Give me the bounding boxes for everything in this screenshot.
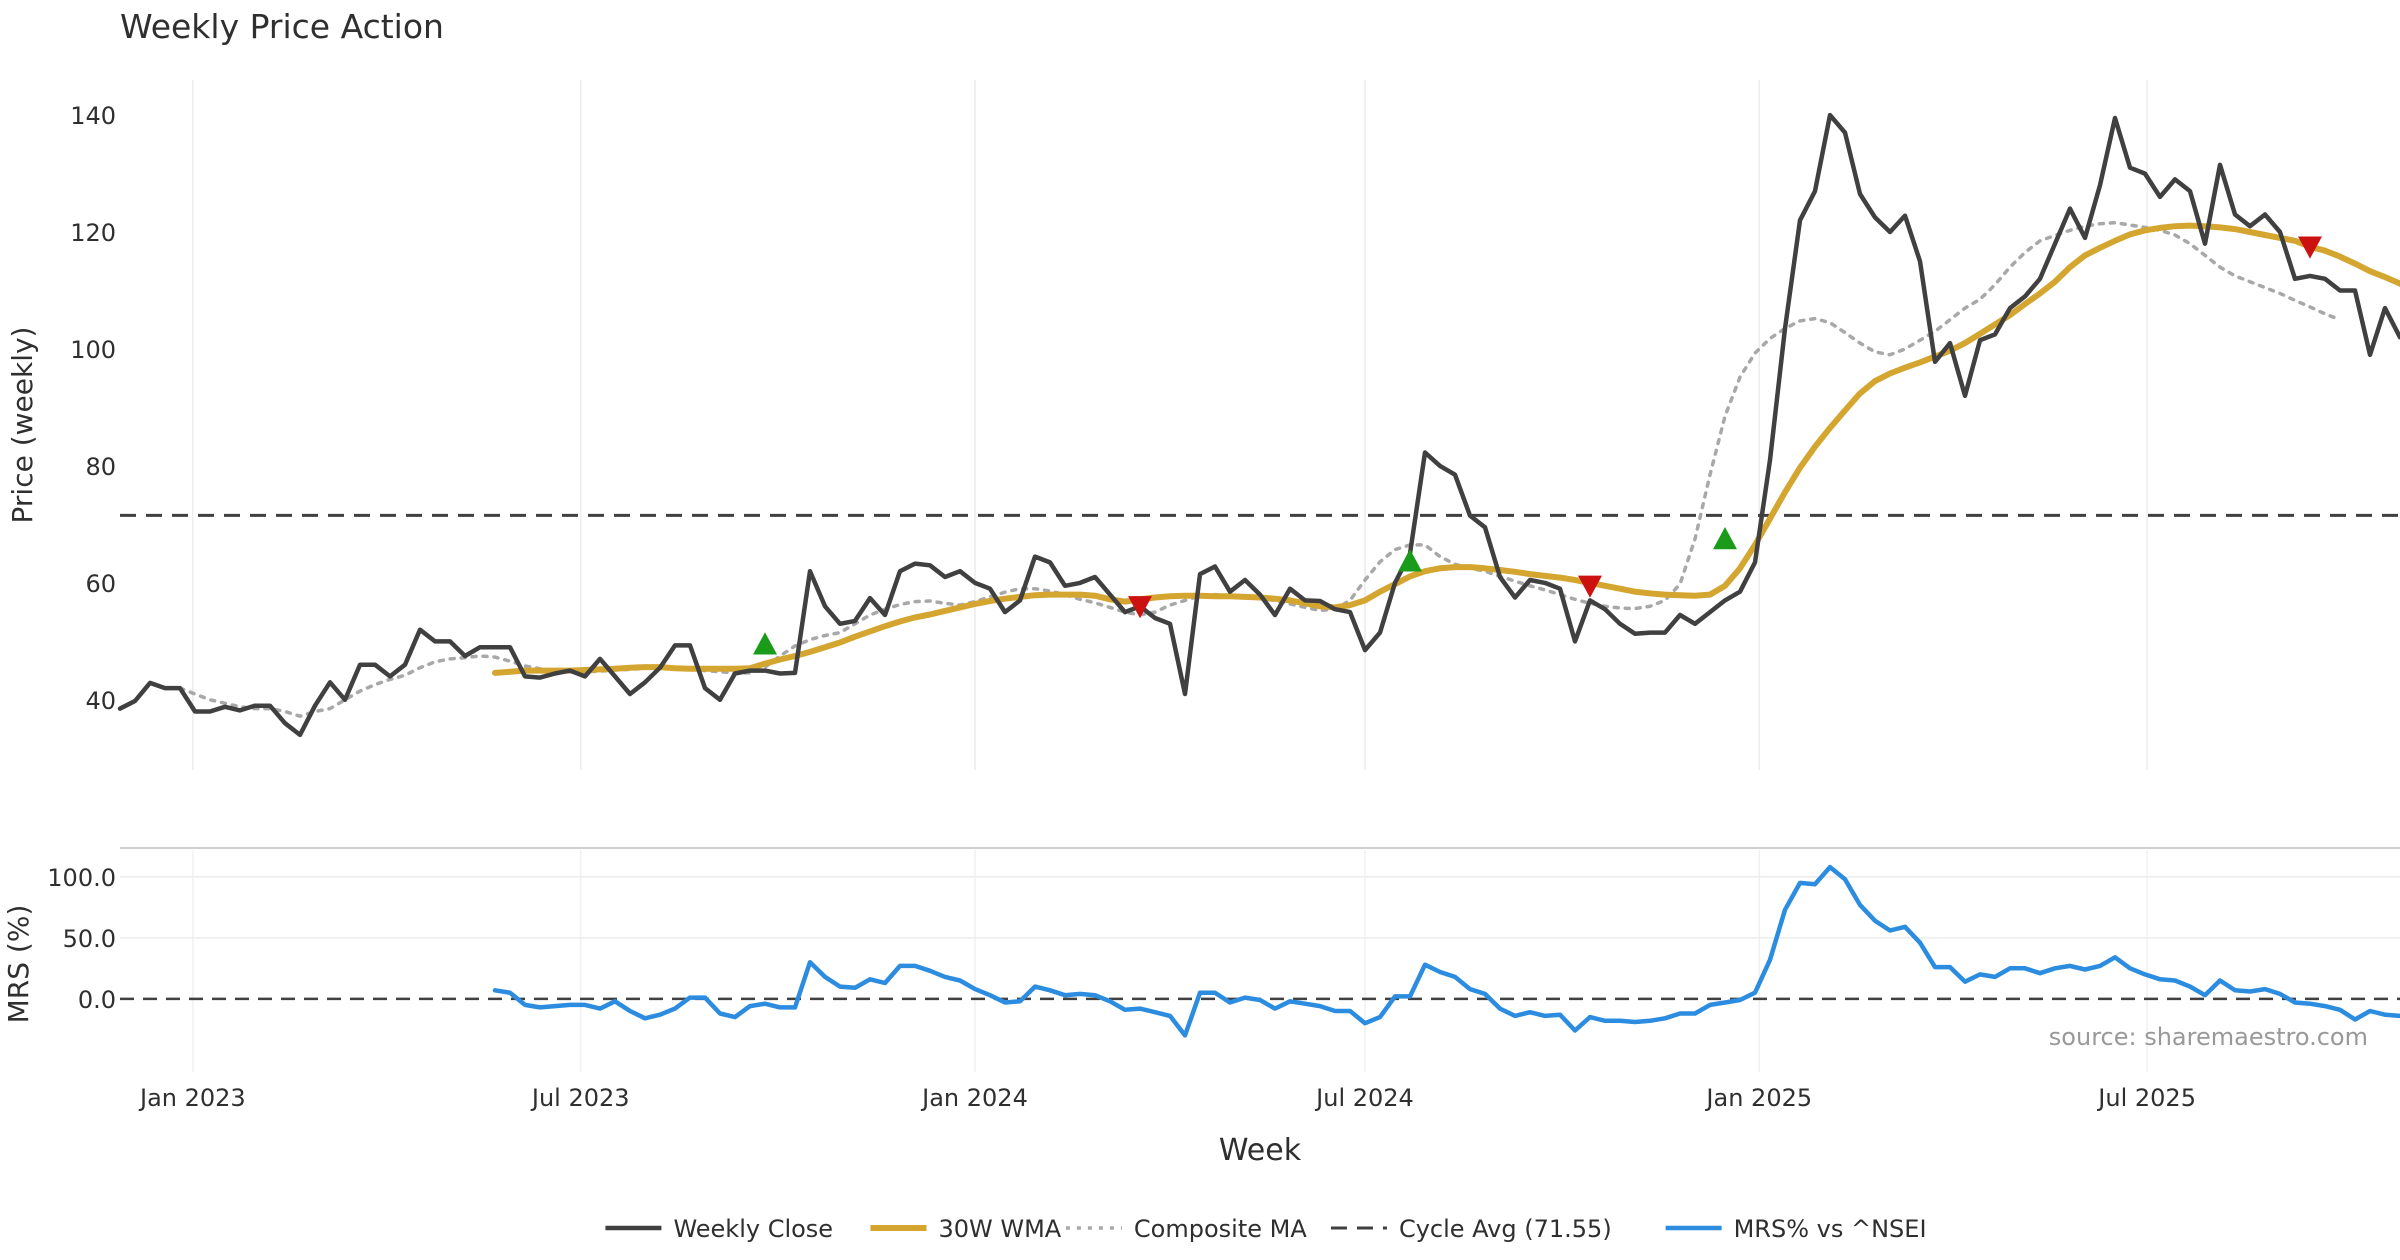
- source-label: source: sharemaestro.com: [2049, 1023, 2368, 1051]
- x-tick-label: Jan 2023: [138, 1084, 246, 1112]
- legend-entry: MRS% vs ^NSEI: [1665, 1215, 1927, 1243]
- buy-signal-marker: [1398, 549, 1422, 572]
- legend-entry: 30W WMA: [870, 1215, 1062, 1243]
- price-y-tick-label: 40: [85, 687, 116, 715]
- price-y-tick-label: 120: [70, 219, 116, 247]
- mrs-panel: 0.0 50.0 100.0 source: sharemaestro.com MR…: [2, 847, 2400, 1072]
- x-axis-label: Week: [1219, 1133, 1302, 1168]
- legend-label: MRS% vs ^NSEI: [1734, 1215, 1927, 1243]
- price-y-tick-label: 80: [85, 453, 116, 481]
- mrs-x-grid: [192, 850, 2148, 1072]
- x-tick-label: Jan 2025: [1704, 1084, 1812, 1112]
- x-tick-label: Jul 2023: [530, 1084, 630, 1112]
- sell-signal-marker: [1128, 596, 1152, 619]
- legend-label: 30W WMA: [938, 1215, 1061, 1243]
- series-line-weekly-close: [117, 112, 2400, 738]
- legend: Weekly Close 30W WMA Composite MA Cycle Avg…: [605, 1215, 1927, 1243]
- legend-entry: Cycle Avg (71.55): [1330, 1215, 1612, 1243]
- legend-label: Weekly Close: [673, 1215, 833, 1243]
- price-y-tick-label: 140: [70, 102, 116, 130]
- price-series-group: [117, 112, 2400, 738]
- legend-label: Cycle Avg (71.55): [1399, 1215, 1612, 1243]
- mrs-y-tick-label: 50.0: [63, 925, 116, 953]
- x-tick-label: Jan 2024: [920, 1084, 1028, 1112]
- mrs-y-tick-label: 0.0: [78, 986, 116, 1014]
- mrs-y-ticks: 0.0 50.0 100.0: [47, 864, 2400, 1014]
- price-y-ticks: 40 60 80 100 120 140: [70, 102, 116, 715]
- series-line-30w-wma: [492, 222, 2400, 676]
- mrs-series-group: [492, 864, 2400, 1038]
- buy-signal-marker: [753, 632, 777, 655]
- price-x-grid: [192, 80, 2148, 770]
- chart-title: Weekly Price Action: [120, 7, 444, 46]
- x-tick-label: Jul 2025: [2096, 1084, 2196, 1112]
- signal-markers: [753, 236, 2322, 655]
- series-line-mrs: [492, 864, 2400, 1038]
- mrs-y-axis-label: MRS (%): [2, 905, 35, 1024]
- x-tick-labels: Jan 2023 Jul 2023 Jan 2024 Jul 2024 Jan 2025…: [138, 1084, 2196, 1112]
- sell-signal-marker: [2298, 236, 2322, 259]
- legend-entry: Weekly Close: [605, 1215, 833, 1243]
- x-tick-label: Jul 2024: [1314, 1084, 1414, 1112]
- mrs-y-tick-label: 100.0: [47, 864, 116, 892]
- price-y-tick-label: 100: [70, 336, 116, 364]
- legend-entry: Composite MA: [1065, 1215, 1307, 1243]
- legend-label: Composite MA: [1134, 1215, 1307, 1243]
- buy-signal-marker: [1713, 527, 1737, 550]
- sell-signal-marker: [1578, 575, 1602, 598]
- price-panel: 40 60 80 100 120 140 Price (weekly): [6, 80, 2400, 770]
- price-y-axis-label: Price (weekly): [6, 327, 39, 524]
- price-y-tick-label: 60: [85, 570, 116, 598]
